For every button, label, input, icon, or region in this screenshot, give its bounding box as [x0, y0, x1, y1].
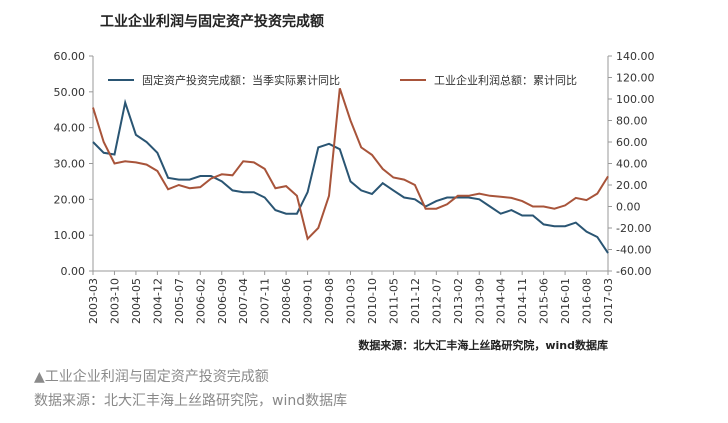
x-tick-label: 2007-11 — [259, 278, 272, 324]
line-series — [92, 87, 609, 241]
y2-tick-label: 120.00 — [616, 72, 655, 85]
x-tick-label: 2009-01 — [302, 278, 315, 324]
y2-tick-label: 20.00 — [616, 179, 648, 192]
y-tick-label: 0.00 — [61, 265, 86, 278]
x-tick-label: 2013-02 — [452, 278, 465, 324]
x-tick-label: 2014-11 — [516, 278, 529, 324]
y-tick-label: 20.00 — [54, 193, 86, 206]
x-tick-label: 2010-10 — [366, 278, 379, 324]
y-tick-label: 10.00 — [54, 229, 86, 242]
line-series — [92, 98, 609, 254]
legend-label: 固定资产投资完成额：当季实际累计同比 — [142, 73, 340, 87]
x-tick-label: 2004-12 — [151, 278, 164, 324]
x-tick-label: 2012-07 — [430, 278, 443, 324]
x-tick-label: 2006-02 — [194, 278, 207, 324]
source: 数据来源：北大汇丰海上丝路研究院，wind数据库 — [358, 338, 608, 352]
x-tick-label: 2005-07 — [173, 278, 186, 324]
y-tick-label: 50.00 — [54, 86, 86, 99]
x-tick-label: 2010-03 — [345, 278, 358, 324]
y2-tick-label: -20.00 — [616, 222, 651, 235]
y2-tick-label: 140.00 — [616, 50, 655, 63]
x-tick-label: 2003-10 — [108, 278, 121, 324]
x-tick-label: 2007-04 — [237, 278, 250, 324]
y2-tick-label: 60.00 — [616, 136, 648, 149]
x-tick-label: 2011-12 — [409, 278, 422, 324]
x-tick-label: 2008-06 — [280, 278, 293, 324]
x-tick-label: 2011-05 — [387, 278, 400, 324]
x-tick-label: 2004-05 — [130, 278, 143, 324]
y-tick-label: 40.00 — [54, 122, 86, 135]
x-tick-label: 2013-09 — [473, 278, 486, 324]
x-tick-label: 2009-08 — [323, 278, 336, 324]
x-tick-label: 2006-09 — [216, 278, 229, 324]
y2-tick-label: 40.00 — [616, 158, 648, 171]
chart: 工业企业利润与固定资产投资完成额 数据来源：北大汇丰海上丝路研究院，wind数据… — [54, 13, 655, 352]
x-tick-label: 2016-01 — [559, 278, 572, 324]
y2-tick-label: 100.00 — [616, 93, 655, 106]
x-tick-label: 2016-08 — [581, 278, 594, 324]
y2-tick-label: -60.00 — [616, 265, 651, 278]
x-tick-label: 2017-03 — [602, 278, 615, 324]
x-tick-label: 2015-06 — [538, 278, 551, 324]
chart-title: 工业企业利润与固定资产投资完成额 — [100, 13, 324, 30]
caption-text: ▲工业企业利润与固定资产投资完成额 — [34, 369, 269, 385]
y2-tick-label: -40.00 — [616, 244, 651, 257]
y2-tick-label: 80.00 — [616, 115, 648, 128]
y-tick-label: 30.00 — [54, 158, 86, 171]
y2-tick-label: 0.00 — [616, 201, 641, 214]
caption-text: 数据来源：北大汇丰海上丝路研究院，wind数据库 — [34, 393, 348, 409]
x-tick-label: 2003-03 — [87, 278, 100, 324]
caption-title: ▲工业企业利润与固定资产投资完成额 — [34, 366, 269, 386]
legend-label: 工业企业利润总额：累计同比 — [434, 73, 577, 87]
x-tick-label: 2014-04 — [495, 278, 508, 324]
caption-source: 数据来源：北大汇丰海上丝路研究院，wind数据库 — [34, 390, 347, 410]
y-tick-label: 60.00 — [54, 50, 86, 63]
